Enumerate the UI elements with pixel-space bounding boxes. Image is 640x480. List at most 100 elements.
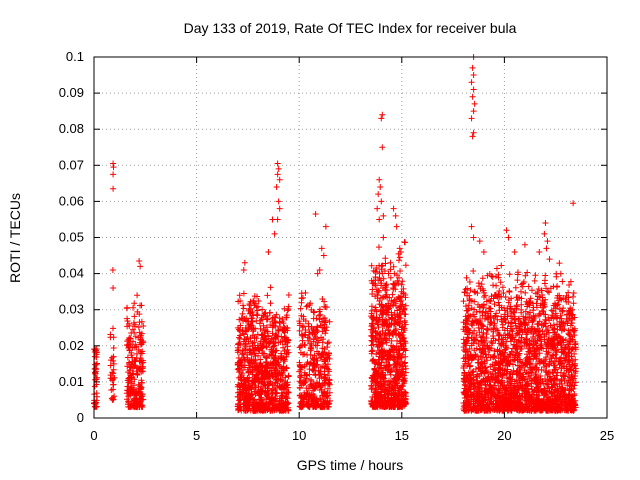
y-tick-label: 0.02 (59, 338, 84, 353)
data-point (390, 280, 397, 287)
data-point (559, 349, 566, 356)
data-point (462, 313, 469, 320)
data-point (568, 387, 575, 394)
data-point (491, 347, 498, 354)
data-point (110, 366, 117, 373)
data-point (306, 302, 313, 309)
data-point (512, 356, 519, 363)
data-point (272, 365, 279, 372)
data-point (477, 382, 484, 389)
data-point (557, 394, 564, 401)
data-point (249, 340, 256, 347)
data-point (369, 378, 376, 385)
data-point (372, 328, 379, 335)
data-point (541, 230, 548, 237)
data-point (385, 270, 392, 277)
data-point (390, 398, 397, 405)
data-point (402, 311, 409, 318)
data-point (538, 366, 545, 373)
data-point (379, 316, 386, 323)
data-point (489, 370, 496, 377)
data-point (524, 354, 531, 361)
data-point (397, 315, 404, 322)
data-point (298, 372, 305, 379)
data-point (394, 346, 401, 353)
grid-layer (94, 57, 607, 418)
data-point (272, 362, 279, 369)
data-point (318, 318, 325, 325)
data-point (264, 292, 271, 299)
data-point (489, 390, 496, 397)
data-point (391, 320, 398, 327)
data-point (274, 160, 281, 167)
data-point (568, 371, 575, 378)
data-point (553, 387, 560, 394)
data-point (138, 330, 145, 337)
data-point (467, 351, 474, 358)
data-point (568, 406, 575, 413)
data-point (463, 338, 470, 345)
data-point (500, 289, 507, 296)
data-point (531, 277, 538, 284)
data-point (504, 358, 511, 365)
data-point (572, 370, 579, 377)
data-point (265, 362, 272, 369)
data-point (389, 301, 396, 308)
data-point (260, 322, 267, 329)
data-point (130, 364, 137, 371)
data-point (491, 320, 498, 327)
data-point (471, 100, 478, 107)
data-point (493, 282, 500, 289)
data-point (552, 305, 559, 312)
data-point (262, 332, 269, 339)
data-point (543, 245, 550, 252)
data-point (283, 324, 290, 331)
data-point (398, 288, 405, 295)
x-tick-label: 25 (600, 428, 614, 443)
data-point (502, 293, 509, 300)
y-tick-label: 0.03 (59, 302, 84, 317)
data-point (472, 317, 479, 324)
data-point (109, 325, 116, 332)
data-point (495, 299, 502, 306)
data-point (396, 338, 403, 345)
data-point (502, 398, 509, 405)
data-point (368, 307, 375, 314)
data-point (494, 348, 501, 355)
data-point (252, 404, 259, 411)
data-point (517, 397, 524, 404)
data-point (276, 398, 283, 405)
data-point (262, 385, 269, 392)
data-point (380, 212, 387, 219)
data-point (298, 299, 305, 306)
data-point (467, 389, 474, 396)
data-point (247, 396, 254, 403)
data-point (276, 319, 283, 326)
data-point (389, 355, 396, 362)
data-point (393, 359, 400, 366)
data-point (379, 144, 386, 151)
data-point (376, 176, 383, 183)
y-tick-label: 0.01 (59, 374, 84, 389)
data-point (281, 333, 288, 340)
data-point (572, 404, 579, 411)
data-point (470, 353, 477, 360)
data-point (109, 386, 116, 393)
data-point (267, 407, 274, 414)
data-point (267, 300, 274, 307)
data-point (282, 399, 289, 406)
data-point (384, 294, 391, 301)
data-point (554, 369, 561, 376)
data-point (246, 374, 253, 381)
data-point (325, 350, 332, 357)
data-point (504, 330, 511, 337)
data-point (241, 401, 248, 408)
data-point (282, 326, 289, 333)
data-point (565, 299, 572, 306)
data-point (276, 369, 283, 376)
data-point (133, 368, 140, 375)
data-point (533, 342, 540, 349)
data-point (394, 272, 401, 279)
data-point (324, 372, 331, 379)
data-point (549, 312, 556, 319)
